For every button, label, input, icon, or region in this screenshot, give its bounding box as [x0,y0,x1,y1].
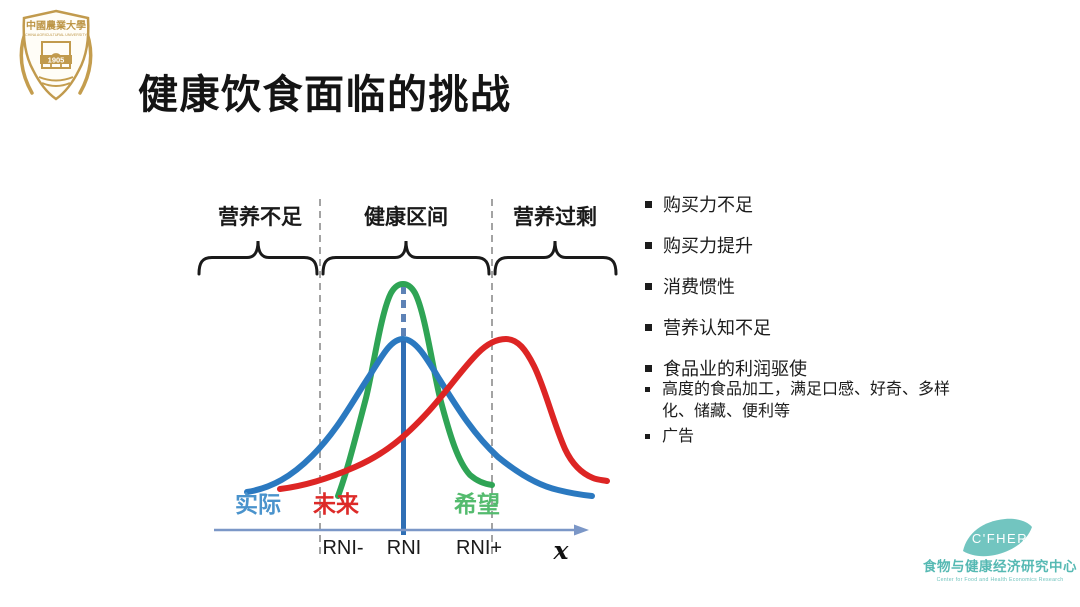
sub-list-item: 广告 [645,426,1077,448]
curve-future [277,336,610,492]
emblem-name-zh: 中國農業大學 [26,19,86,32]
curve-actual [244,336,595,499]
list-item-label: 营养认知不足 [663,318,771,338]
list-item-label: 购买力提升 [663,236,753,256]
region-label-healthy-range: 健康区间 [364,205,448,229]
list-item: 消费惯性 [645,277,1077,297]
brace-right [493,240,618,276]
x-axis-arrow-icon [574,524,589,536]
x-axis-symbol: x [553,536,570,565]
sub-list-item-label: 高度的食品加工，满足口感、好奇、多样化、储藏、便利等 [662,381,951,420]
sub-list-item-label: 广告 [662,428,695,445]
tick-rni: RNI [387,537,421,559]
curve-hoped [335,281,495,499]
challenges-list: 购买力不足 购买力提升 消费惯性 营养认知不足 食品业的利润驱使 [645,195,1077,379]
curve-label-future: 未来 [313,491,360,517]
cfher-logo: C'FHER 食物与健康经济研究中心 Center for Food and H… [923,518,1077,583]
emblem-base-lines [38,76,74,87]
list-item-label: 消费惯性 [663,277,735,297]
bullet-square-icon [645,201,652,208]
bullet-square-icon [645,283,652,290]
bullet-square-icon [645,365,652,372]
list-item: 购买力不足 [645,195,1077,215]
bullet-square-icon [645,242,652,249]
emblem-year-band [40,55,72,64]
cfher-name-en: Center for Food and Health Economics Res… [937,577,1064,583]
university-emblem: 中國農業大學 CHINA AGRICULTURAL UNIVERSITY 190… [19,9,93,101]
brace-left [197,240,319,276]
cfher-acronym: C'FHER [972,531,1028,546]
emblem-name-en: CHINA AGRICULTURAL UNIVERSITY [25,33,87,37]
bullet-square-icon [645,324,652,331]
page-title: 健康饮食面临的挑战 [138,73,512,117]
cfher-name-zh: 食物与健康经济研究中心 [923,558,1077,574]
cfher-leaf [963,518,1032,557]
distribution-diagram: 营养不足 健康区间 营养过剩 实际 未来 希望 RNI- RNI RNI+ x [197,199,618,565]
brace-middle [321,240,491,276]
region-label-undernutrition: 营养不足 [218,205,302,229]
region-label-overnutrition: 营养过剩 [513,205,597,229]
challenges-sublist: 高度的食品加工，满足口感、好奇、多样化、储藏、便利等 广告 [645,379,1077,448]
emblem-year: 1905 [48,56,65,65]
bullet-square-icon [645,387,650,392]
sub-list-item: 高度的食品加工，满足口感、好奇、多样化、储藏、便利等 [645,379,1077,422]
bullet-square-icon [645,434,650,439]
list-item: 食品业的利润驱使 [645,359,1077,379]
list-item-label: 食品业的利润驱使 [663,359,807,379]
tick-rni-minus: RNI- [322,537,363,559]
tick-rni-plus: RNI+ [456,537,502,559]
list-item: 购买力提升 [645,236,1077,256]
curve-label-actual: 实际 [235,491,281,517]
curve-label-hoped: 希望 [454,491,500,517]
challenges-panel: 购买力不足 购买力提升 消费惯性 营养认知不足 食品业的利润驱使 高度 [645,195,1077,452]
list-item-label: 购买力不足 [663,195,753,215]
list-item: 营养认知不足 [645,318,1077,338]
